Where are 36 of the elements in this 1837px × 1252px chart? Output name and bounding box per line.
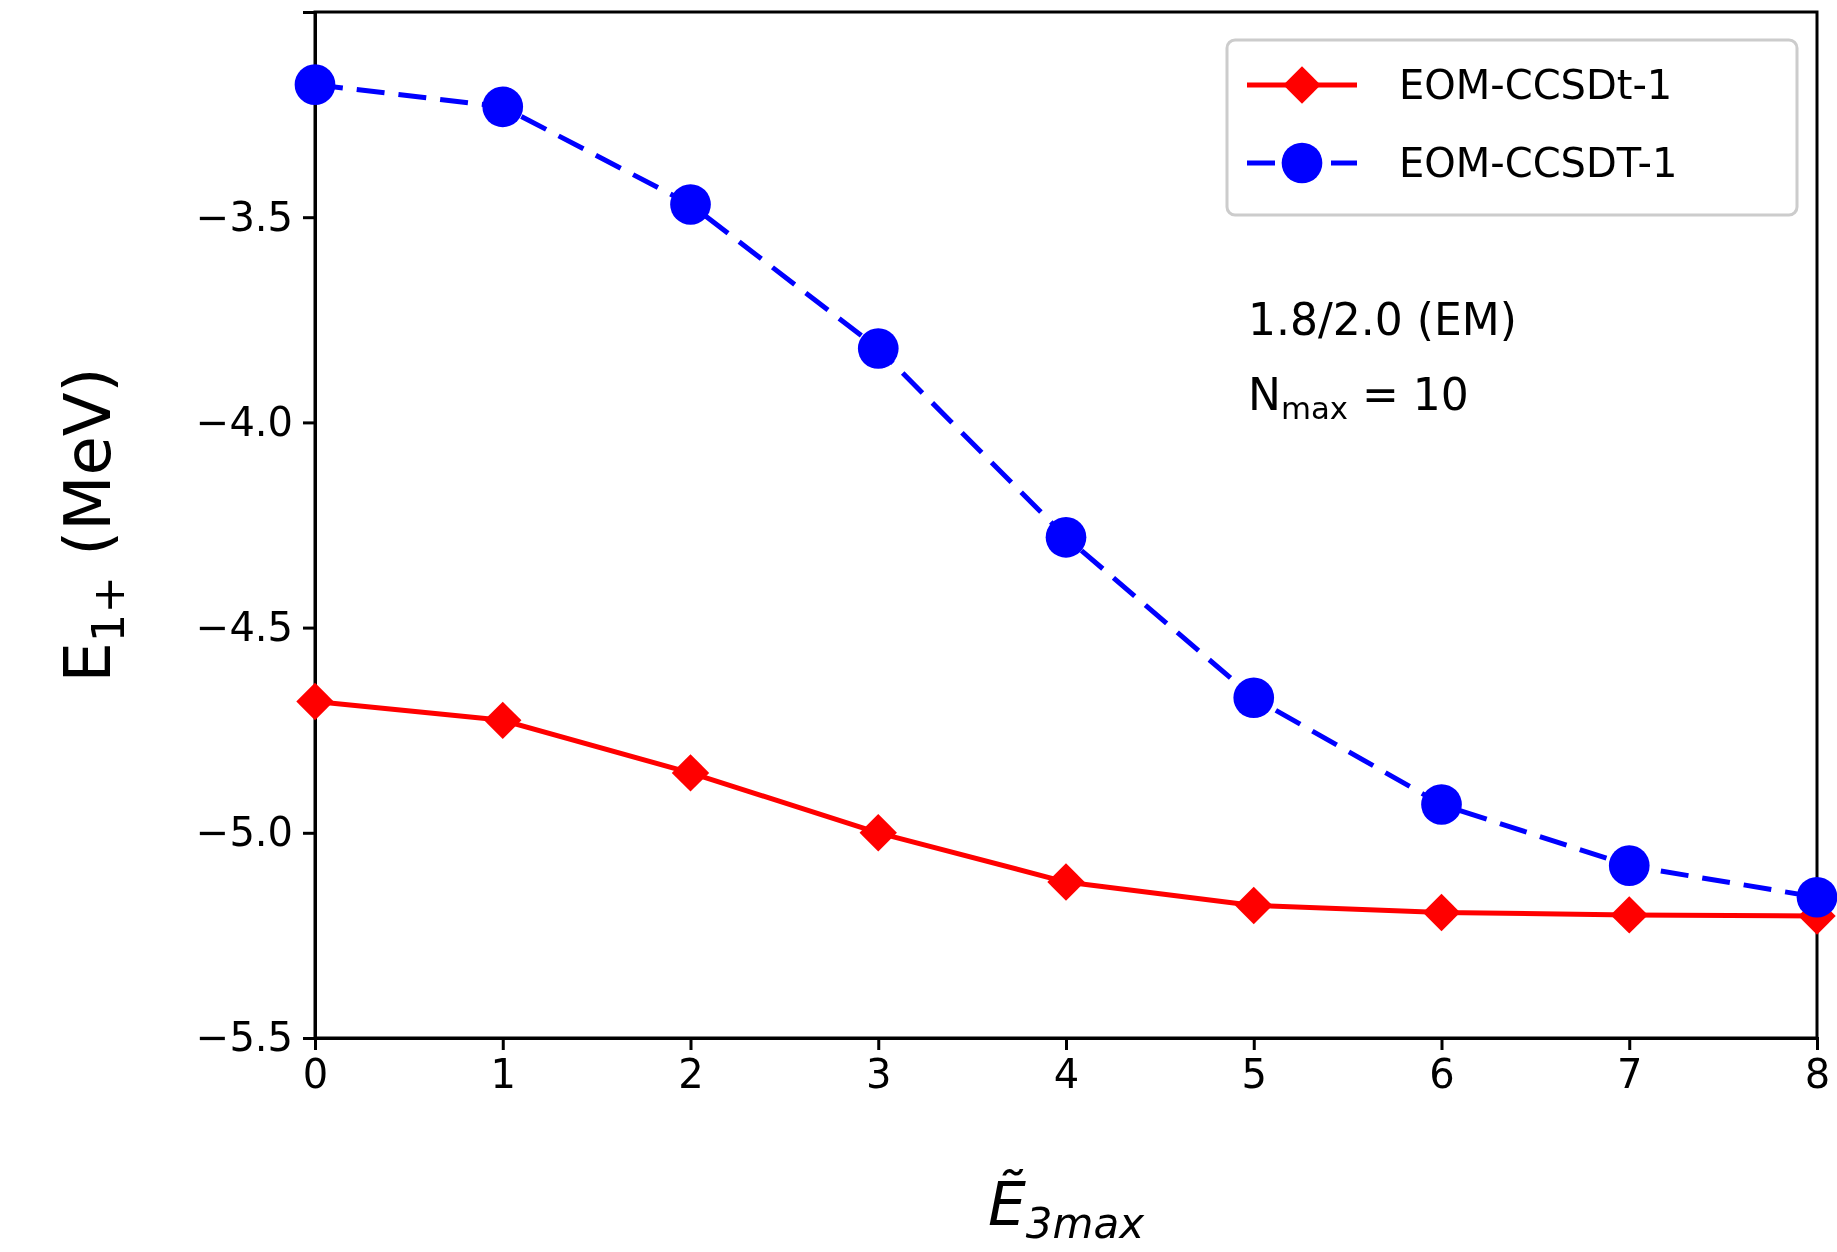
point [482, 86, 524, 128]
point [671, 754, 710, 792]
point [857, 328, 899, 369]
x-tick-label: 6 [1429, 1051, 1455, 1098]
y-tick-label: −4.0 [195, 398, 293, 445]
y-tick-label: −4.5 [195, 603, 293, 650]
annotation: 1.8/2.0 (EM) [1248, 294, 1517, 345]
x-tick-label: 8 [1804, 1051, 1831, 1098]
point [1047, 863, 1085, 901]
x-tick-label: 0 [302, 1051, 329, 1098]
point [484, 701, 522, 740]
point [294, 64, 336, 105]
point [1045, 517, 1087, 558]
point [1421, 784, 1462, 825]
y-tick-label: −5.0 [195, 809, 293, 856]
point [670, 184, 711, 225]
point [1235, 886, 1273, 925]
legend-label: EOM-CCSDT-1 [1399, 140, 1678, 186]
legend-label: EOM-CCSDt-1 [1399, 62, 1673, 108]
x-tick-label: 4 [1053, 1051, 1080, 1098]
y-tick-label: −5.5 [195, 1014, 293, 1061]
point [1608, 845, 1650, 886]
point [1610, 896, 1648, 934]
x-tick-label: 3 [866, 1051, 892, 1098]
point [1233, 677, 1275, 719]
x-tick-label: 5 [1241, 1051, 1267, 1098]
annotation: N$_{max}$ = 10 [1248, 369, 1469, 427]
point [1422, 893, 1461, 932]
x-tick-label: 7 [1617, 1051, 1643, 1098]
point [859, 814, 897, 852]
y-tick-label: −3.5 [195, 193, 293, 240]
x-tick-label: 1 [490, 1051, 516, 1098]
x-axis-title: Ẽ$_{3max}$ [987, 1169, 1146, 1248]
point [1796, 876, 1837, 918]
point [296, 682, 334, 721]
x-tick-label: 2 [678, 1051, 704, 1098]
